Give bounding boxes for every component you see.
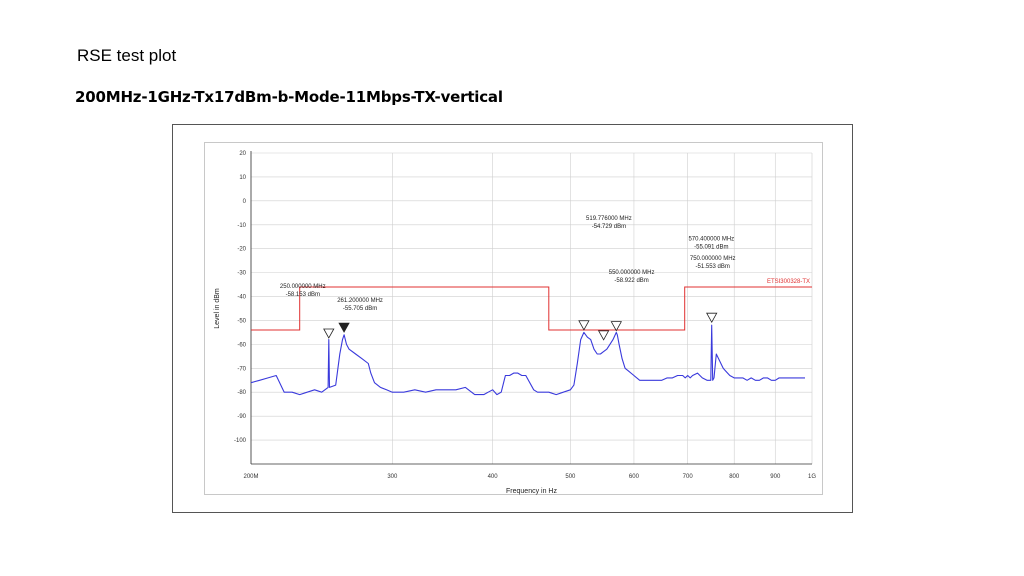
y-tick-label: -70 [237,366,246,372]
x-tick-label: 500 [565,474,576,480]
marker-level-label: -55.705 dBm [343,306,377,312]
marker-triangle [578,320,590,331]
y-tick-label: 10 [239,175,246,181]
x-tick-label: 200M [243,474,258,480]
y-tick-label: 0 [243,199,247,205]
y-tick-label: -100 [234,438,247,444]
marker-level-label: -51.553 dBm [696,264,730,270]
x-tick-label: 1G [808,474,816,480]
marker-level-label: -58.922 dBm [614,278,648,284]
marker-frequency-label: 519.776000 MHz [586,216,632,222]
y-axis-label: Level in dBm [214,288,221,329]
marker-frequency-label: 250.000000 MHz [280,284,326,290]
marker-triangle [706,312,718,324]
y-tick-label: -90 [237,414,246,420]
marker-level-label: -54.729 dBm [592,224,626,230]
trace-line [250,324,805,396]
marker-level-label: -55.091 dBm [694,245,728,251]
marker-frequency-label: 570.400000 MHz [688,237,734,243]
y-tick-label: -10 [237,223,246,229]
chart-frame: 20 10 0 -10 -20 -30 -40 -50 -60 -70 -80 -90 -100 200M… [172,124,853,513]
x-tick-label: 400 [488,474,499,480]
marker-level-label: -58.153 dBm [286,292,320,298]
y-tick-label: -60 [237,342,246,348]
marker-frequency-label: 750.000000 MHz [690,256,736,262]
plot-title: 200MHz-1GHz-Tx17dBm-b-Mode-11Mbps-TX-ver… [75,88,503,106]
marker-frequency-label: 550.000000 MHz [609,270,655,276]
y-tick-label: -50 [237,318,246,324]
y-tick-label: -30 [237,271,246,277]
marker-triangle [338,322,350,333]
x-axis-label: Frequency in Hz [506,488,557,495]
y-tick-label: -80 [237,390,246,396]
x-tick-label: 800 [729,474,740,480]
y-tick-label: -40 [237,295,246,301]
limit-line-label: ETSI300328-TX [767,279,810,285]
marker-triangle [610,321,622,332]
marker-triangle [323,328,335,339]
spectrum-chart: 20 10 0 -10 -20 -30 -40 -50 -60 -70 -80 -90 -100 200M… [214,151,816,495]
x-tick-label: 600 [629,474,640,480]
y-tick-label: 20 [239,151,246,157]
marker-triangle [597,330,610,341]
x-tick-label: 300 [387,474,398,480]
limit-line [251,286,812,331]
slide-title: RSE test plot [77,46,177,65]
x-tick-label: 900 [770,474,781,480]
marker-frequency-label: 261.200000 MHz [337,298,383,304]
chart-panel: 20 10 0 -10 -20 -30 -40 -50 -60 -70 -80 -90 -100 200M… [204,142,823,495]
x-tick-label: 700 [683,474,694,480]
y-tick-label: -20 [237,247,246,253]
